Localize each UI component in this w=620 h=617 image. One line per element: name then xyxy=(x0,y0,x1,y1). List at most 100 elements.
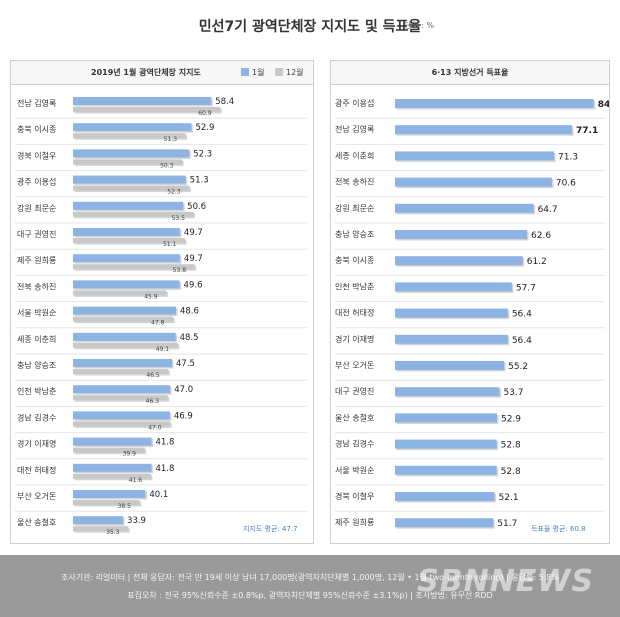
vote-bar xyxy=(395,203,534,213)
vote-category-label: 대구 권영진 xyxy=(335,386,374,396)
approval-value-jan: 47.0 xyxy=(174,385,193,395)
vote-category-label: 울산 송철호 xyxy=(335,412,374,422)
vote-bar xyxy=(395,518,494,528)
approval-category-label: 강원 최문순 xyxy=(17,203,56,213)
vote-value-label: 55.2 xyxy=(508,362,528,372)
vote-value-label: 51.7 xyxy=(497,519,517,529)
vote-category-label: 충남 양승조 xyxy=(335,230,374,239)
approval-value-jan: 41.8 xyxy=(155,438,174,448)
approval-value-dec: 51.3 xyxy=(164,136,178,143)
vote-chart-header: 6·13 지방선거 득표율 xyxy=(331,61,609,85)
approval-bar-jan xyxy=(73,201,184,210)
approval-bar-jan xyxy=(73,280,180,289)
approval-category-label: 전남 김영록 xyxy=(17,98,56,108)
approval-value-jan: 33.9 xyxy=(127,516,146,526)
approval-category-label: 광주 이용섭 xyxy=(17,177,56,187)
approval-bar-jan xyxy=(73,97,212,105)
vote-value-label: 52.1 xyxy=(499,493,519,503)
approval-bar-jan xyxy=(73,332,176,341)
vote-value-label: 52.9 xyxy=(501,414,521,424)
vote-bar xyxy=(395,439,497,449)
approval-bar-jan xyxy=(73,306,176,315)
page-title: 민선7기 광역단체장 지지도 및 득표율 xyxy=(198,19,422,35)
approval-bar-dec xyxy=(73,526,129,532)
approval-bar-dec xyxy=(73,369,169,374)
vote-category-label: 대전 허태정 xyxy=(335,308,374,318)
approval-bar-jan xyxy=(73,463,152,472)
vote-category-label: 제주 원희룡 xyxy=(335,517,374,527)
vote-bar xyxy=(395,465,497,475)
vote-bar xyxy=(395,308,508,318)
vote-value-label: 70.6 xyxy=(556,179,576,189)
vote-category-label: 세종 이춘희 xyxy=(335,150,374,160)
approval-bar-jan xyxy=(73,411,170,420)
approval-chart-panel: 2019년 1월 광역단체장 지지도 1월 12월 전남 김영록 58.4 60.9… xyxy=(10,60,314,544)
approval-value-dec: 60.9 xyxy=(198,110,212,117)
vote-category-label: 경남 김경수 xyxy=(335,439,374,449)
vote-value-label: 52.8 xyxy=(501,441,521,451)
approval-bar-dec xyxy=(73,159,183,165)
vote-bar xyxy=(395,177,552,187)
approval-bar-dec xyxy=(73,316,174,322)
legend-dec-swatch xyxy=(275,67,283,76)
approval-bar-jan xyxy=(73,149,190,158)
approval-value-dec: 41.6 xyxy=(129,477,143,484)
approval-category-label: 충북 이시종 xyxy=(17,124,56,134)
approval-category-label: 대구 권영진 xyxy=(17,229,56,239)
vote-category-label: 부산 오거돈 xyxy=(335,360,374,370)
approval-value-jan: 48.6 xyxy=(180,307,199,317)
vote-value-label: 56.4 xyxy=(512,336,532,346)
approval-value-dec: 47.0 xyxy=(148,424,162,431)
vote-bar xyxy=(395,282,512,292)
legend-dec-label: 12월 xyxy=(286,68,304,77)
approval-bar-jan xyxy=(73,516,124,525)
legend-dec: 12월 xyxy=(275,61,304,85)
approval-value-jan: 50.6 xyxy=(187,202,206,212)
approval-bar-dec xyxy=(73,473,151,479)
vote-value-label: 61.2 xyxy=(527,257,547,267)
approval-value-jan: 51.3 xyxy=(190,176,209,186)
approval-bar-chart: 전남 김영록 58.460.9 충북 이시종 52.9 51.3 경북 이철우 52.3 50… xyxy=(15,97,307,536)
approval-bar-dec xyxy=(73,500,140,505)
approval-value-jan: 40.1 xyxy=(149,490,168,500)
approval-category-label: 경북 이철우 xyxy=(17,150,56,160)
approval-value-dec: 38.5 xyxy=(118,503,132,510)
vote-bar-chart: 광주 이용섭 84.1 전남 김영록 77.1 세종 이춘희 71.3 전북 송하진 70.6… xyxy=(335,98,620,533)
approval-category-label: 부산 오거돈 xyxy=(17,491,56,501)
approval-value-jan: 49.7 xyxy=(184,254,203,264)
vote-category-label: 인천 박남춘 xyxy=(335,281,374,291)
approval-average-note: 지지도 평균: 47.7 xyxy=(243,524,298,533)
approval-chart-header: 2019년 1월 광역단체장 지지도 1월 12월 xyxy=(11,61,313,85)
legend-jan: 1월 xyxy=(241,61,264,85)
footnote-line-2: 표집오차 : 전국 95%신뢰수준 ±0.8%p, 광역자치단체별 95%신뢰수… xyxy=(127,591,493,600)
approval-value-dec: 53.5 xyxy=(172,215,186,222)
legend-jan-swatch xyxy=(241,67,249,76)
approval-value-dec: 35.3 xyxy=(106,529,120,536)
vote-average-note: 득표율 평균: 60.8 xyxy=(531,524,586,533)
approval-value-dec: 49.1 xyxy=(156,346,170,353)
approval-value-dec: 52.3 xyxy=(167,189,181,196)
vote-value-label: 84.1 xyxy=(598,100,609,110)
approval-bar-dec xyxy=(73,264,195,270)
watermark-logo: SBNNEWS xyxy=(417,564,594,599)
approval-bar-dec xyxy=(73,421,171,427)
vote-value-label: 71.3 xyxy=(558,152,578,162)
vote-bar xyxy=(395,99,594,108)
vote-category-label: 충북 이시종 xyxy=(335,255,374,265)
legend-jan-label: 1월 xyxy=(252,68,265,77)
approval-value-jan: 52.9 xyxy=(195,123,214,133)
approval-category-label: 경기 이재명 xyxy=(17,439,56,449)
approval-bar-jan xyxy=(73,254,180,263)
approval-bar-dec xyxy=(73,211,194,217)
vote-value-label: 57.7 xyxy=(516,283,536,293)
approval-category-label: 경남 김경수 xyxy=(17,412,56,422)
approval-chart-area: 전남 김영록 58.4 60.9 충북 이시종 52.9 51.3 경북 이철우 52.3 50… xyxy=(11,86,313,546)
unit-label: 단위 : % xyxy=(404,21,435,30)
vote-bar xyxy=(395,387,500,397)
vote-value-label: 64.7 xyxy=(538,205,558,215)
vote-value-label: 77.1 xyxy=(576,126,598,136)
vote-value-label: 62.6 xyxy=(531,231,551,241)
vote-category-label: 경기 이재명 xyxy=(335,334,374,344)
approval-bar-jan xyxy=(73,123,192,132)
approval-bar-jan xyxy=(73,490,146,498)
